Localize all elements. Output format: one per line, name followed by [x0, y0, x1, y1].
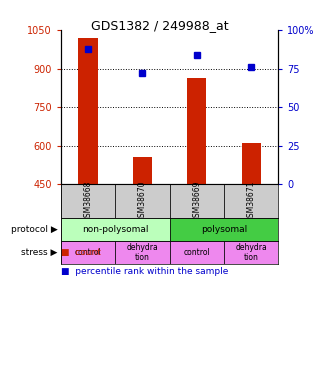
Text: protocol ▶: protocol ▶ [11, 225, 58, 234]
Bar [187, 78, 206, 184]
Bar [242, 143, 261, 184]
Text: GSM38671: GSM38671 [247, 180, 256, 222]
Text: control: control [183, 248, 210, 257]
Text: ■  count: ■ count [61, 249, 101, 258]
Text: non-polysomal: non-polysomal [82, 225, 148, 234]
Text: GSM38670: GSM38670 [138, 180, 147, 222]
Bar [61, 218, 170, 241]
FancyBboxPatch shape [115, 184, 170, 218]
Bar [133, 158, 152, 184]
Bar [224, 241, 278, 264]
Text: control: control [75, 248, 101, 257]
FancyBboxPatch shape [61, 184, 115, 218]
FancyBboxPatch shape [170, 184, 224, 218]
Bar [115, 241, 170, 264]
Text: GSM38668: GSM38668 [84, 180, 92, 222]
FancyBboxPatch shape [224, 184, 278, 218]
Text: dehydra
tion: dehydra tion [126, 243, 158, 262]
Text: GSM38669: GSM38669 [192, 180, 201, 222]
Bar [78, 38, 98, 184]
Bar [170, 241, 224, 264]
Bar [170, 218, 278, 241]
Text: dehydra
tion: dehydra tion [235, 243, 267, 262]
Text: stress ▶: stress ▶ [21, 248, 58, 257]
Text: polysomal: polysomal [201, 225, 247, 234]
Text: GDS1382 / 249988_at: GDS1382 / 249988_at [91, 19, 229, 32]
Bar [61, 241, 115, 264]
Text: ■  percentile rank within the sample: ■ percentile rank within the sample [61, 267, 228, 276]
